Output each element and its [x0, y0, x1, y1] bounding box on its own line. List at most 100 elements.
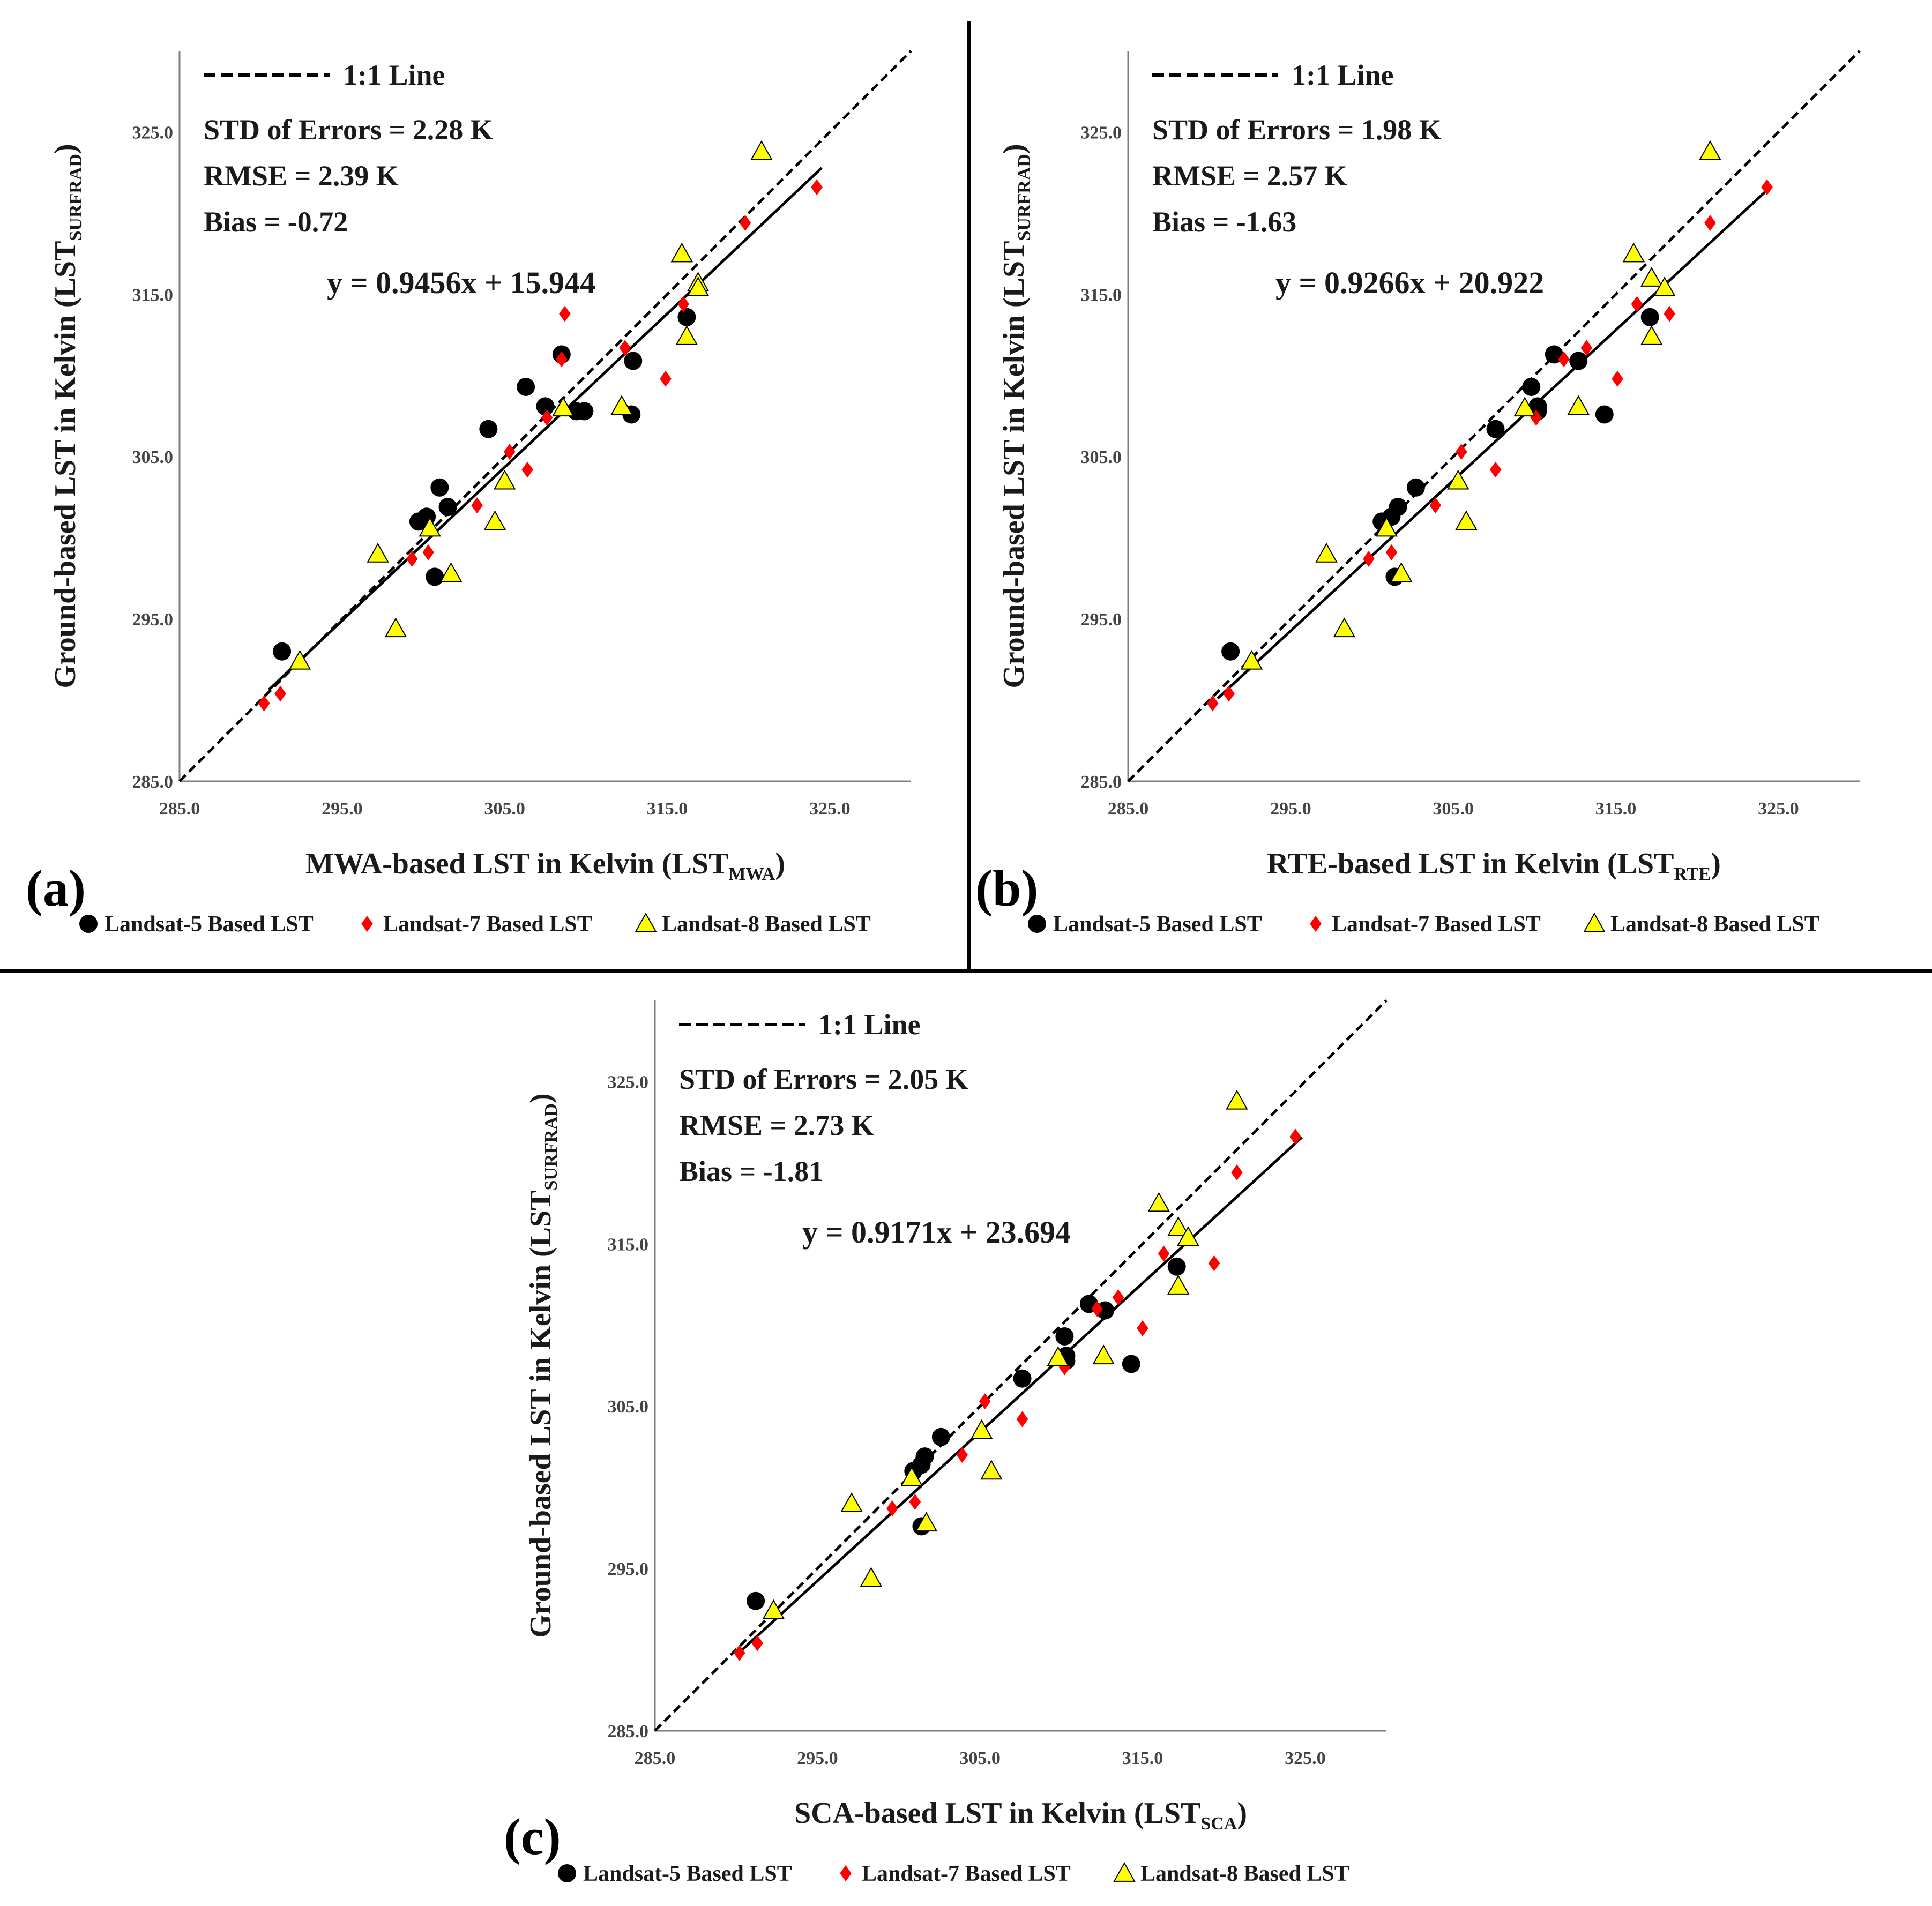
data-point	[273, 642, 292, 661]
legend-label: Landsat-8 Based LST	[662, 912, 871, 937]
legend-marker-triangle	[635, 912, 657, 932]
x-tick-label: 305.0	[1433, 799, 1474, 819]
y-axis-label-main: Ground-based LST in Kelvin (LST	[49, 241, 82, 688]
data-point	[1761, 179, 1773, 196]
legend-label: Landsat-8 Based LST	[1610, 912, 1819, 937]
x-tick-label: 305.0	[959, 1748, 1001, 1768]
data-point	[1289, 1128, 1301, 1145]
data-point	[406, 551, 418, 567]
data-point	[1390, 562, 1413, 582]
data-point	[970, 1419, 993, 1439]
data-point	[1315, 542, 1338, 563]
x-tick-label: 315.0	[1122, 1748, 1163, 1768]
y-tick-label: 325.0	[132, 123, 174, 143]
data-point	[1333, 617, 1356, 638]
y-axis-label: Ground-based LST in Kelvin (LSTSURFRAD)	[49, 144, 86, 688]
data-point	[660, 370, 672, 387]
data-point	[687, 276, 710, 297]
data-point	[1622, 242, 1645, 263]
data-point	[438, 498, 457, 517]
data-point	[1664, 305, 1675, 322]
series-3	[1240, 140, 1721, 670]
legend-label: Landsat-5 Based LST	[105, 912, 314, 937]
data-point	[1137, 1320, 1148, 1336]
x-axis-label-end: )	[775, 847, 785, 880]
legend-marker-diamond	[840, 1865, 852, 1881]
series-3	[762, 1089, 1248, 1619]
data-point	[1612, 370, 1623, 387]
data-point	[979, 1393, 991, 1410]
data-point	[747, 1591, 765, 1610]
data-point	[900, 1466, 923, 1486]
stat-line: STD of Errors = 2.05 K	[679, 1063, 968, 1095]
stat-line: STD of Errors = 1.98 K	[1152, 114, 1442, 146]
data-point	[1167, 1216, 1190, 1236]
legend-marker-circle	[1028, 915, 1046, 933]
data-point	[575, 402, 594, 421]
data-point	[1558, 351, 1570, 368]
y-tick-label: 295.0	[608, 1559, 649, 1579]
regression-equation: y = 0.9171x + 23.694	[802, 1215, 1071, 1250]
legend-label: Landsat-8 Based LST	[1140, 1862, 1349, 1886]
y-axis-label: Ground-based LST in Kelvin (LSTSURFRAD)	[997, 144, 1034, 688]
data-point	[1569, 352, 1588, 370]
data-point	[1167, 1257, 1186, 1276]
data-point	[677, 308, 696, 326]
x-tick-label: 295.0	[322, 799, 363, 819]
data-point	[1016, 1411, 1028, 1427]
data-point	[1208, 1255, 1220, 1272]
data-point	[1167, 1275, 1190, 1295]
data-point	[860, 1567, 883, 1587]
data-point	[479, 420, 498, 438]
data-point	[1640, 308, 1659, 326]
data-point	[886, 1500, 898, 1517]
x-axis-label: MWA-based LST in Kelvin (LSTMWA)	[305, 847, 785, 884]
data-point	[1092, 1344, 1115, 1365]
x-tick-label: 325.0	[1758, 799, 1799, 819]
data-point	[1177, 1226, 1199, 1246]
y-tick-label: 295.0	[1081, 610, 1122, 630]
data-point	[840, 1492, 863, 1512]
y-axis-label-end: )	[49, 144, 82, 154]
data-point	[471, 497, 483, 514]
data-point	[419, 517, 441, 537]
y-axis-label-main: Ground-based LST in Kelvin (LST	[997, 241, 1031, 688]
stat-line: RMSE = 2.39 K	[204, 160, 399, 192]
y-axis-label-subscript: SURFRAD	[66, 154, 86, 241]
data-point	[483, 510, 506, 530]
chart-panel-1: 285.0 285.0 295.0 295.0 305.0 305.0 315.0 315.0…	[26, 50, 912, 937]
y-tick-label: 315.0	[132, 285, 174, 305]
y-tick-label: 285.0	[1081, 772, 1122, 792]
stat-line: RMSE = 2.57 K	[1152, 160, 1347, 192]
data-point	[1489, 461, 1502, 478]
data-point	[1631, 296, 1643, 312]
x-axis-label: RTE-based LST in Kelvin (LSTRTE)	[1267, 847, 1721, 884]
data-point	[750, 140, 773, 160]
data-point	[1486, 420, 1505, 438]
identity-legend-label: 1:1 Line	[343, 59, 445, 91]
data-point	[426, 567, 444, 586]
data-point	[1640, 325, 1663, 345]
data-point	[1406, 478, 1425, 497]
data-point	[915, 1512, 938, 1532]
identity-legend-label: 1:1 Line	[1292, 59, 1394, 91]
stat-line: Bias = -0.72	[204, 206, 348, 238]
y-tick-label: 305.0	[132, 447, 174, 467]
chart-panel-2: 285.0 285.0 295.0 295.0 305.0 305.0 315.0 315.0…	[975, 50, 1861, 937]
data-point	[619, 340, 631, 356]
data-point	[739, 215, 751, 231]
legend-marker-diamond	[1310, 916, 1322, 932]
x-axis-label-main: SCA-based LST in Kelvin (LST	[794, 1797, 1200, 1830]
series-legend: Landsat-5 Based LST Landsat-7 Based LST La…	[558, 1862, 1349, 1886]
legend-marker-triangle	[1583, 912, 1606, 932]
legend-label: Landsat-7 Based LST	[383, 912, 592, 937]
x-tick-label: 295.0	[797, 1748, 838, 1768]
legend-label: Landsat-5 Based LST	[583, 1862, 792, 1886]
x-tick-label: 305.0	[484, 799, 525, 819]
data-point	[1206, 695, 1219, 712]
y-tick-label: 285.0	[608, 1722, 649, 1741]
legend-label: Landsat-7 Based LST	[1332, 912, 1541, 937]
data-point	[493, 469, 516, 490]
data-point	[1522, 377, 1541, 396]
